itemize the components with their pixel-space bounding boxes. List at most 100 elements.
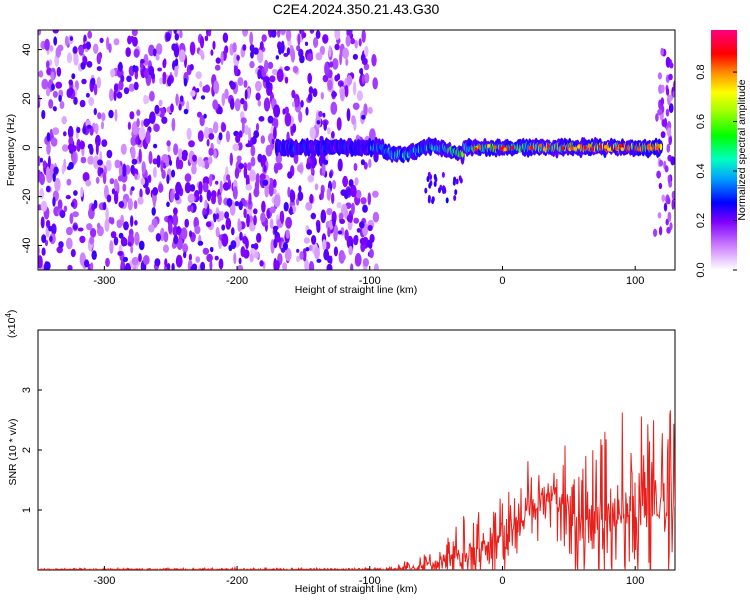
spectrogram-x-tick-label: -200 xyxy=(226,275,248,287)
spectrogram-cell xyxy=(320,209,327,224)
spectrogram-cell xyxy=(82,172,90,182)
spectrogram-cell xyxy=(120,74,125,83)
spectrogram-cell xyxy=(55,81,63,89)
spectrogram-cell xyxy=(224,88,229,100)
spectrogram-cell xyxy=(455,178,459,185)
spectrogram-cell xyxy=(39,157,44,163)
spectrogram-cell xyxy=(229,152,233,166)
spectrogram-cell xyxy=(126,75,132,83)
spectrogram-cell xyxy=(668,73,673,81)
spectrogram-cell xyxy=(351,202,355,215)
spectrogram-cell xyxy=(306,229,312,236)
spectrogram-cell xyxy=(366,239,373,248)
spectrogram-cell xyxy=(130,246,134,254)
spectrogram-cell xyxy=(124,238,128,247)
spectrogram-cell xyxy=(500,146,503,151)
spectrogram-cell xyxy=(363,161,368,170)
spectrogram-cell xyxy=(42,160,47,168)
spectrogram-cell xyxy=(166,263,171,270)
spectrogram-cell xyxy=(171,169,176,178)
spectrogram-y-label: Frequency (Hz) xyxy=(5,114,17,186)
spectrogram-cell xyxy=(173,207,178,216)
spectrogram-cell xyxy=(670,156,675,166)
spectrogram-cell xyxy=(39,173,45,186)
spectrogram-cell xyxy=(222,32,229,43)
spectrogram-cell xyxy=(85,92,90,98)
spectrogram-cell xyxy=(73,53,79,66)
spectrogram-cell xyxy=(72,151,77,166)
spectrogram-cell xyxy=(66,52,73,64)
spectrogram-cell xyxy=(356,90,363,101)
spectrogram-cell xyxy=(599,144,602,149)
spectrogram-cell xyxy=(73,190,78,196)
spectrogram-cell xyxy=(226,198,233,207)
spectrogram-cell xyxy=(344,84,349,98)
spectrogram-cell xyxy=(363,63,370,71)
spectrogram-cell xyxy=(167,76,172,87)
spectrogram-cell xyxy=(160,160,164,173)
spectrogram-cell xyxy=(152,187,159,196)
spectrogram-cell xyxy=(211,195,216,205)
spectrogram-cell xyxy=(326,263,333,270)
spectrogram-cell xyxy=(647,143,651,148)
spectrogram-cell xyxy=(69,36,73,41)
snr-multiplier: (x104) xyxy=(4,310,18,338)
spectrogram-cell xyxy=(666,127,672,137)
spectrogram-cell xyxy=(53,166,59,175)
spectrogram-cell xyxy=(204,199,208,210)
spectrogram-cell xyxy=(322,112,326,118)
spectrogram-cell xyxy=(195,88,200,93)
spectrogram-cell xyxy=(218,132,223,141)
spectrogram-cell xyxy=(337,230,343,235)
spectrogram-cell xyxy=(291,101,296,108)
spectrogram-cell xyxy=(176,238,183,251)
spectrogram-cell xyxy=(124,262,132,270)
spectrogram-cell xyxy=(268,182,274,197)
spectrogram-cell xyxy=(96,222,101,229)
spectrogram-cell xyxy=(257,49,264,64)
spectrogram-cell xyxy=(287,186,291,198)
spectrogram-cell xyxy=(259,41,264,51)
spectrogram-cell xyxy=(80,186,84,198)
spectrogram-cell xyxy=(155,233,162,242)
spectrogram-cell xyxy=(202,247,210,255)
spectrogram-cell xyxy=(203,214,208,219)
spectrogram-cell xyxy=(44,239,49,247)
spectrogram-x-tick-label: 100 xyxy=(626,275,644,287)
spectrogram-cell xyxy=(666,88,670,96)
spectrogram-cell xyxy=(278,45,283,55)
spectrogram-cell xyxy=(294,98,299,108)
spectrogram-cell xyxy=(249,169,256,182)
spectrogram-cell xyxy=(588,143,592,148)
spectrogram-cell xyxy=(108,109,114,119)
spectrogram-cell xyxy=(61,144,69,152)
spectrogram-cell xyxy=(291,89,296,99)
spectrogram-cell xyxy=(191,263,198,270)
snr-x-tick-label: -200 xyxy=(226,575,248,587)
spectrogram-cell xyxy=(308,244,313,252)
spectrogram-cell xyxy=(655,113,659,122)
spectrogram-cell xyxy=(214,255,219,261)
spectrogram-cell xyxy=(85,41,91,50)
spectrogram-cell xyxy=(663,202,668,212)
spectrogram-cell xyxy=(188,140,195,148)
spectrogram-cell xyxy=(250,145,256,157)
spectrogram-cell xyxy=(134,220,138,226)
spectrogram-cell xyxy=(244,89,248,100)
spectrogram-cell xyxy=(352,102,360,111)
spectrogram-cell xyxy=(368,158,372,168)
spectrogram-cell xyxy=(150,72,155,80)
spectrogram-cell xyxy=(222,182,230,191)
spectrogram-cell xyxy=(453,195,457,201)
spectrogram-cell xyxy=(255,92,261,101)
spectrogram-cell xyxy=(66,237,73,250)
spectrogram-cell xyxy=(309,193,314,204)
spectrogram-cell xyxy=(183,251,187,259)
spectrogram-cell xyxy=(46,60,50,70)
spectrogram-cell xyxy=(249,253,254,263)
spectrogram-cell xyxy=(275,55,279,60)
spectrogram-cell xyxy=(164,258,168,268)
spectrogram-cell xyxy=(322,239,327,251)
spectrogram-cell xyxy=(202,86,207,93)
